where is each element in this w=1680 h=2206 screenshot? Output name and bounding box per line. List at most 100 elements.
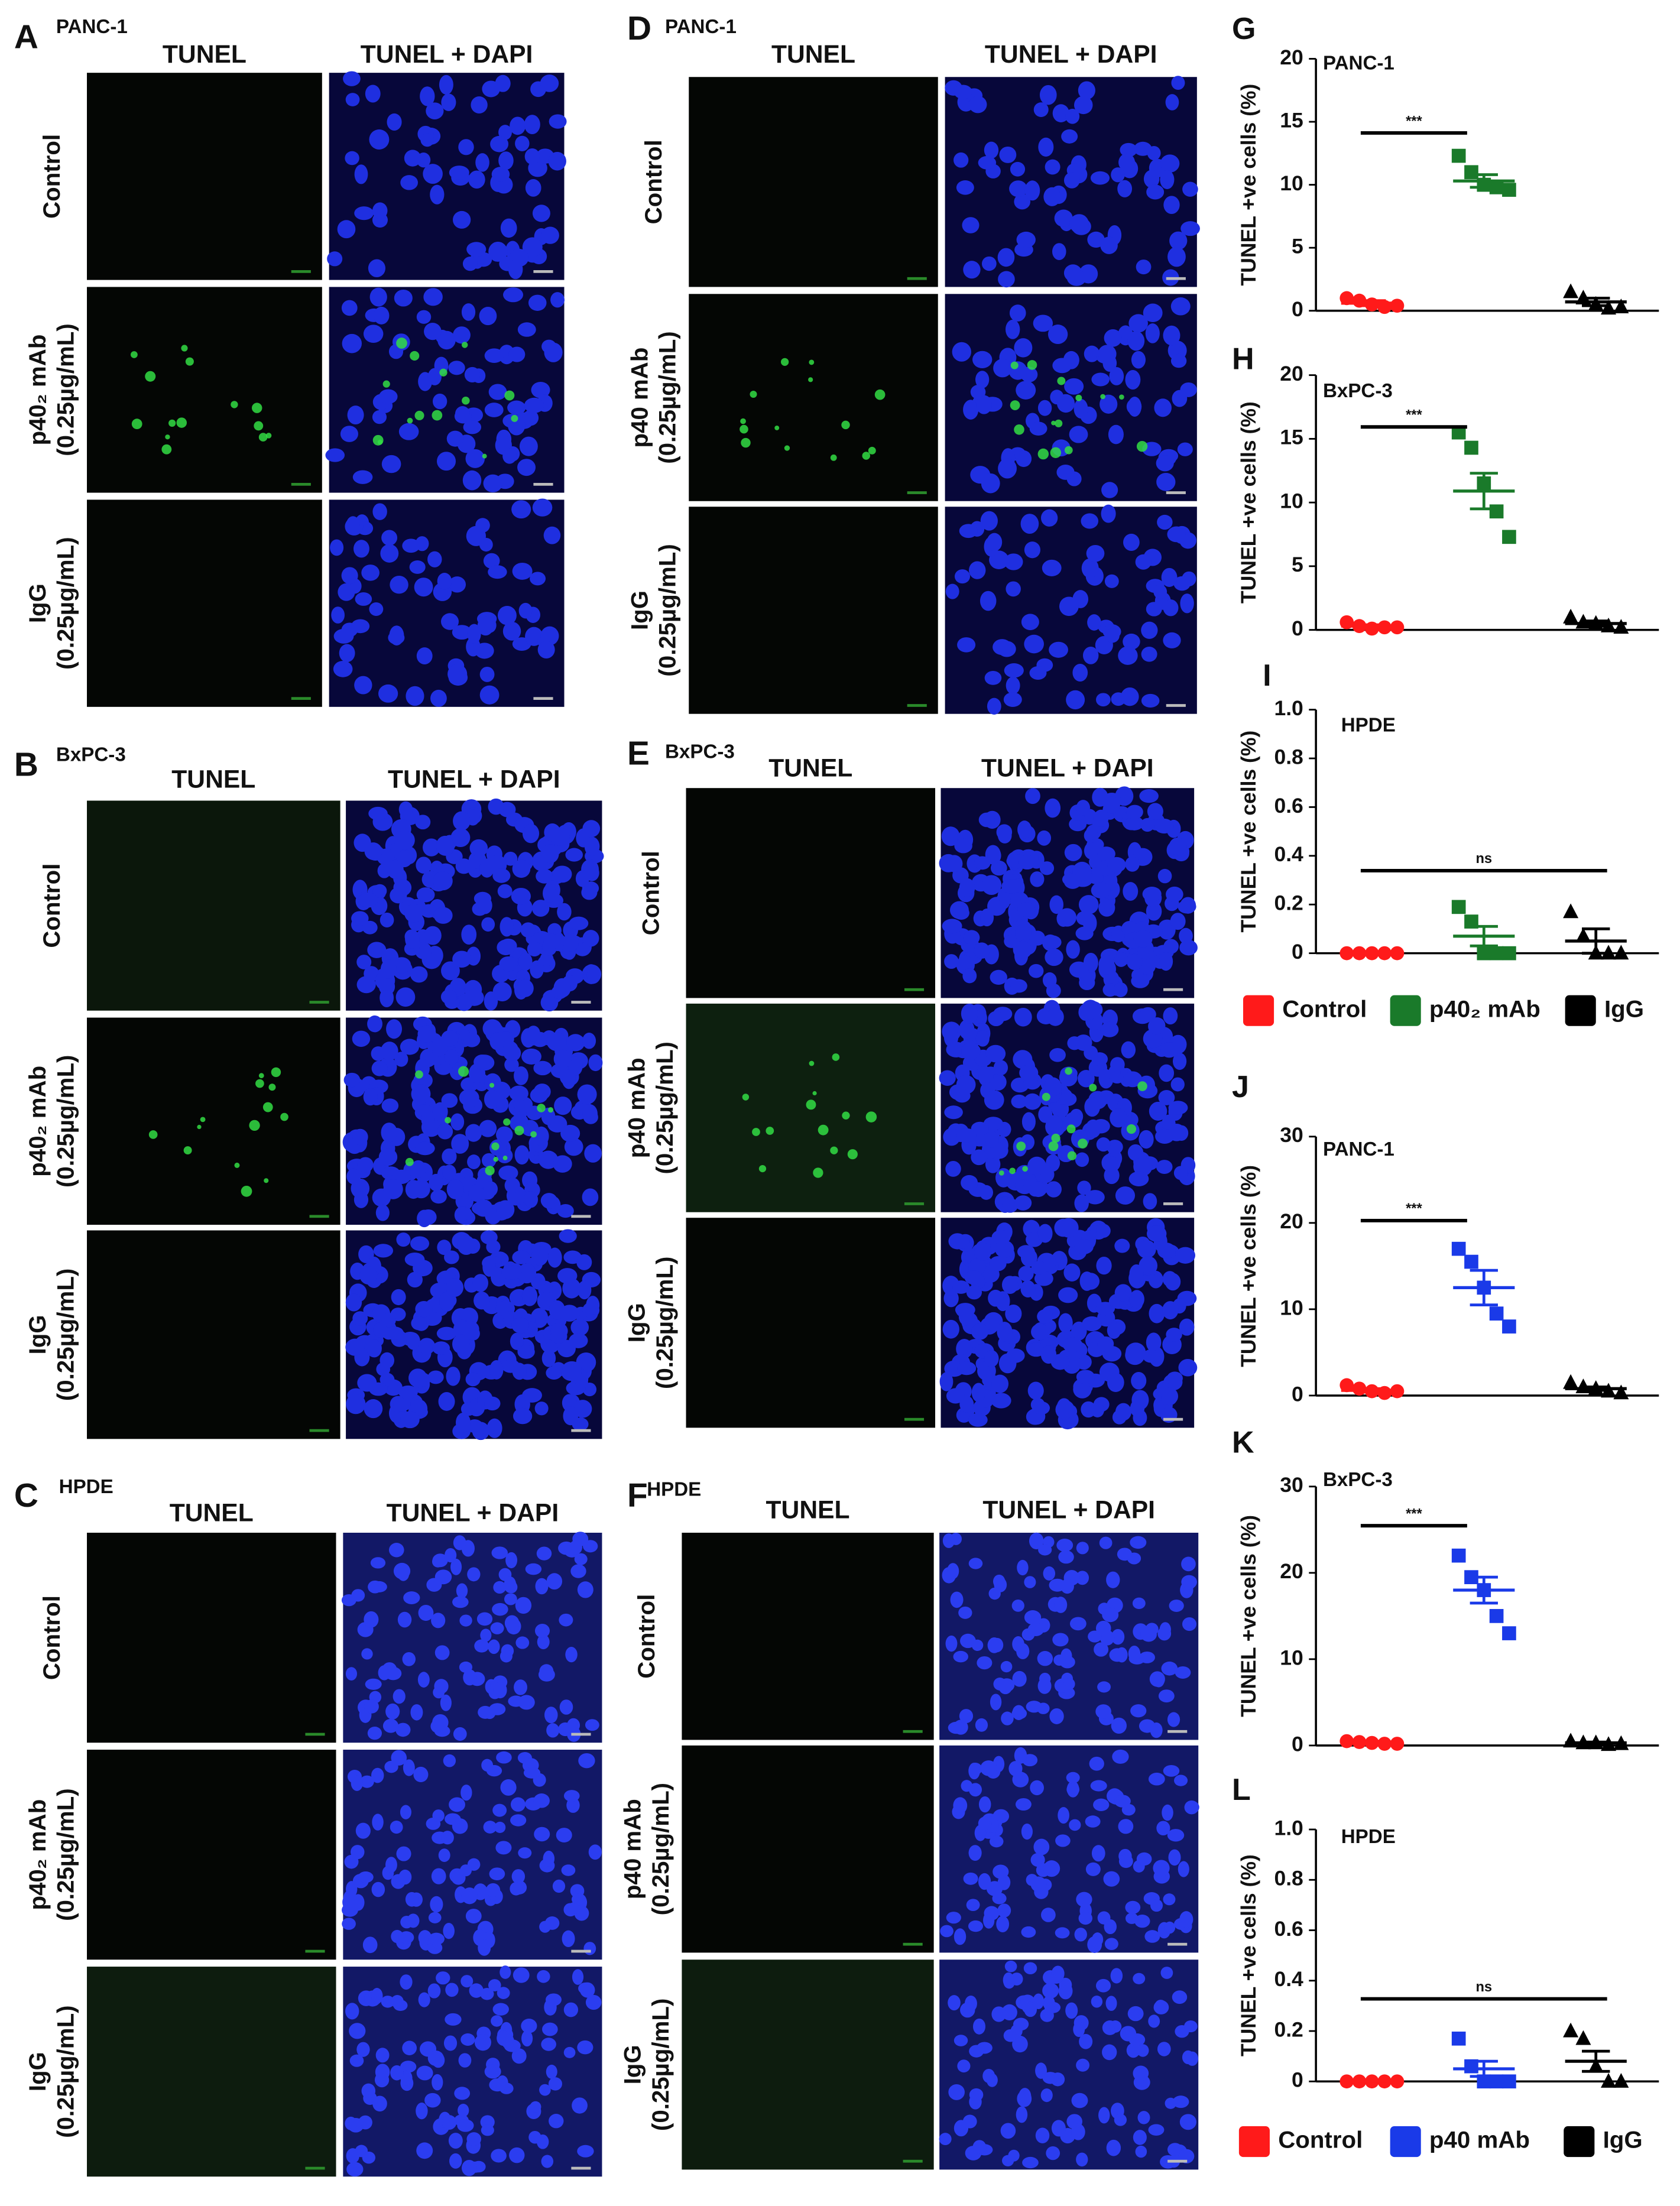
nucleus <box>1040 2088 1053 2103</box>
nucleus <box>1083 913 1097 933</box>
nucleus <box>1045 159 1060 175</box>
nucleus <box>1174 1774 1188 1786</box>
nucleus <box>346 2162 364 2177</box>
nucleus <box>483 1181 498 1197</box>
nucleus <box>411 1316 427 1331</box>
nucleus <box>584 1144 602 1163</box>
nucleus <box>968 1558 983 1569</box>
nucleus <box>522 823 540 844</box>
nucleus <box>379 389 398 404</box>
nucleus <box>1173 576 1191 591</box>
nucleus <box>461 924 477 945</box>
tunel-spot <box>812 1091 817 1096</box>
nucleus <box>390 2065 404 2081</box>
nucleus <box>394 289 413 307</box>
nucleus <box>1118 646 1138 665</box>
nucleus <box>1100 1021 1119 1037</box>
nucleus <box>1076 800 1091 816</box>
nucleus <box>407 1271 423 1288</box>
image-background <box>689 294 938 501</box>
nucleus <box>1063 1678 1075 1690</box>
nucleus <box>1106 1140 1123 1155</box>
nucleus <box>504 1057 519 1072</box>
nucleus <box>1061 129 1078 144</box>
data-point <box>1502 530 1516 544</box>
nucleus <box>489 1360 504 1380</box>
nucleus <box>432 1553 448 1568</box>
nucleus <box>1112 1749 1129 1764</box>
nucleus <box>473 1054 491 1070</box>
nucleus <box>1016 231 1036 248</box>
nucleus <box>946 1563 959 1579</box>
nucleus <box>504 1177 520 1193</box>
data-point <box>1451 425 1466 440</box>
nucleus <box>560 1124 580 1142</box>
nucleus <box>490 1622 504 1634</box>
nucleus <box>479 685 500 705</box>
nucleus <box>371 1988 383 2004</box>
nucleus <box>403 1591 420 1604</box>
nucleus <box>1161 1661 1178 1676</box>
nucleus <box>497 1987 510 1999</box>
tunel-spot <box>547 1107 554 1113</box>
nucleus <box>342 1918 356 1930</box>
nucleus <box>945 1161 961 1177</box>
scale-bar <box>533 270 553 273</box>
nucleus <box>1076 1571 1089 1585</box>
nucleus <box>549 2114 564 2129</box>
nucleus <box>409 560 426 574</box>
nucleus <box>333 628 354 644</box>
nucleus <box>1017 1559 1029 1576</box>
micrograph <box>87 1750 336 1960</box>
nucleus <box>1140 817 1154 832</box>
micrograph <box>945 294 1197 501</box>
nucleus <box>368 806 388 820</box>
nucleus <box>1142 887 1162 901</box>
nucleus <box>1134 1914 1150 1928</box>
nucleus <box>453 1535 466 1550</box>
nucleus <box>507 400 526 415</box>
data-point <box>1464 1254 1478 1269</box>
nucleus <box>1172 390 1188 407</box>
nucleus <box>966 1899 980 1912</box>
tunel-spot <box>183 1146 192 1155</box>
nucleus <box>1100 394 1118 414</box>
nucleus <box>1166 1328 1182 1342</box>
nucleus <box>381 1996 395 2008</box>
nucleus <box>563 1406 579 1426</box>
nucleus <box>585 1994 602 2010</box>
nucleus <box>512 859 531 878</box>
nucleus <box>588 1054 603 1072</box>
nucleus <box>1162 1301 1179 1320</box>
column-header: TUNEL <box>171 765 255 794</box>
nucleus <box>441 961 460 981</box>
nucleus <box>349 2023 366 2039</box>
tunel-spot <box>1119 394 1124 400</box>
nucleus <box>975 1030 990 1047</box>
nucleus <box>1058 1218 1079 1238</box>
nucleus <box>500 1965 511 1979</box>
nucleus <box>1024 1610 1042 1625</box>
nucleus <box>362 2151 376 2164</box>
nucleus <box>1077 1180 1091 1195</box>
nucleus <box>1037 830 1052 846</box>
micrograph <box>346 798 604 1012</box>
nucleus <box>960 1633 976 1649</box>
nucleus <box>444 1049 459 1065</box>
nucleus <box>432 1036 448 1057</box>
column-header: TUNEL + DAPI <box>387 1498 559 1527</box>
nucleus <box>1088 1630 1102 1643</box>
nucleus <box>369 129 390 150</box>
scale-bar <box>571 1429 591 1432</box>
nucleus <box>982 877 998 893</box>
nucleus <box>432 1714 449 1731</box>
data-point <box>1502 2074 1516 2089</box>
nucleus <box>357 1157 374 1173</box>
nucleus <box>431 1868 446 1884</box>
nucleus <box>1097 1336 1114 1351</box>
nucleus <box>380 544 399 563</box>
scale-bar <box>533 482 553 486</box>
nucleus <box>971 1121 989 1136</box>
nucleus <box>442 1148 457 1165</box>
nucleus <box>1038 137 1054 157</box>
